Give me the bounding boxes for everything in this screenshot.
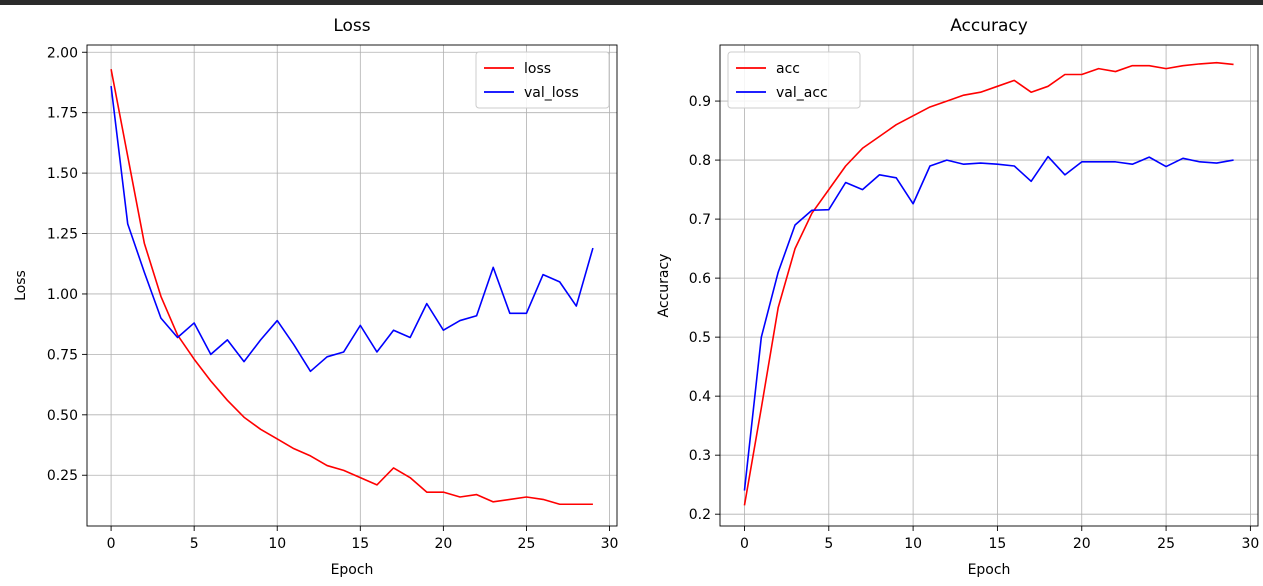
loss-y-tick-label: 1.50 (47, 166, 78, 182)
accuracy-x-tick-label: 25 (1157, 536, 1175, 552)
loss-legend-label-loss: loss (524, 61, 551, 77)
loss-x-tick-label: 20 (434, 536, 452, 552)
accuracy-legend-label-val-acc: val_acc (776, 85, 828, 101)
loss-x-tick-label: 25 (518, 536, 536, 552)
accuracy-title: Accuracy (950, 16, 1028, 36)
loss-legend-box (475, 51, 610, 109)
loss-series-loss (110, 69, 593, 506)
accuracy-legend-label-acc: acc (776, 61, 800, 77)
accuracy-axes-frame (719, 44, 1259, 527)
loss-series-val-loss (110, 85, 594, 373)
accuracy-x-tick-label: 30 (1241, 536, 1259, 552)
loss-x-tick-label: 0 (107, 536, 116, 552)
accuracy-x-tick-label: 0 (740, 536, 749, 552)
accuracy-series-acc (743, 61, 1234, 506)
accuracy-series-val-acc (743, 155, 1234, 491)
loss-y-tick-label: 1.25 (47, 227, 78, 243)
loss-y-tick-label: 1.75 (47, 106, 78, 122)
window-top-bar (0, 0, 1263, 5)
loss-y-tick-label: 0.25 (47, 468, 78, 484)
accuracy-y-tick-label: 0.2 (689, 507, 711, 523)
accuracy-x-tick-label: 5 (824, 536, 833, 552)
accuracy-x-tick-label: 20 (1073, 536, 1091, 552)
accuracy-y-tick-label: 0.3 (689, 448, 711, 464)
accuracy-legend-box (727, 51, 861, 109)
loss-title: Loss (333, 16, 370, 36)
loss-x-tick-label: 30 (601, 536, 619, 552)
accuracy-y-tick-label: 0.4 (689, 389, 711, 405)
accuracy-chart: 0 5 10 15 20 25 30 0.2 0.3 0.4 0.5 0.6 0.7 0.8 0.9 Accu… (656, 16, 1259, 578)
accuracy-legend: acc val_acc (727, 51, 861, 109)
accuracy-plot-area (720, 45, 1258, 526)
accuracy-y-tick-label: 0.8 (689, 153, 711, 169)
loss-x-tick-label: 5 (190, 536, 199, 552)
accuracy-y-tick-label: 0.5 (689, 330, 711, 346)
accuracy-y-axis-label: Accuracy (656, 254, 672, 318)
loss-chart: 0 5 10 15 20 25 30 0.25 0.50 0.75 1.00 1.25 1.50 1.75… (13, 16, 618, 578)
accuracy-x-tick-label: 15 (989, 536, 1007, 552)
loss-legend-label-val-loss: val_loss (524, 85, 579, 101)
loss-legend: loss val_loss (475, 51, 610, 109)
loss-x-tick-label: 10 (268, 536, 286, 552)
accuracy-y-tick-label: 0.9 (689, 94, 711, 110)
loss-x-tick-label: 15 (351, 536, 369, 552)
accuracy-y-tick-label: 0.7 (689, 212, 711, 228)
loss-y-tick-label: 1.00 (47, 287, 78, 303)
loss-x-axis-label: Epoch (331, 562, 374, 578)
accuracy-x-tick-label: 10 (904, 536, 922, 552)
accuracy-y-tick-label: 0.6 (689, 271, 711, 287)
accuracy-x-axis-label: Epoch (968, 562, 1011, 578)
loss-axes-frame (86, 44, 618, 527)
loss-y-tick-label: 0.50 (47, 408, 78, 424)
loss-y-tick-label: 2.00 (47, 45, 78, 61)
loss-plot-area (87, 45, 617, 526)
loss-y-axis-label: Loss (13, 270, 29, 301)
loss-y-tick-label: 0.75 (47, 347, 78, 363)
